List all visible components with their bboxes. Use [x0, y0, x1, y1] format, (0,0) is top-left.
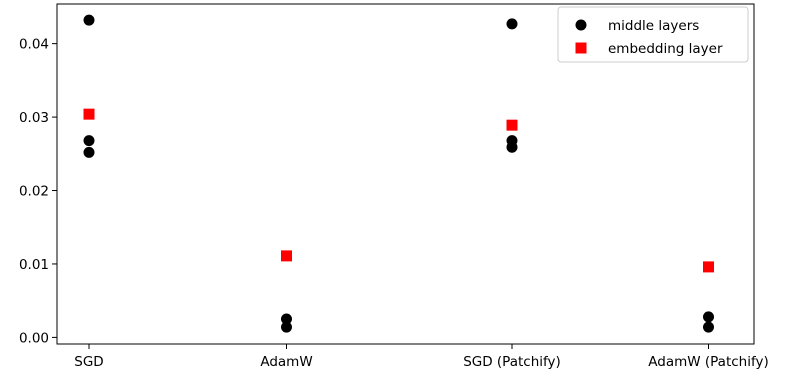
point-embedding-layer [703, 261, 714, 273]
point-middle-layers [83, 14, 95, 26]
point-middle-layers [281, 313, 292, 325]
x-tick-label: SGD [74, 354, 103, 370]
point-middle-layers [83, 135, 95, 147]
point-middle-layers [506, 141, 518, 153]
y-tick-label: 0.03 [19, 110, 49, 126]
x-tick-label: AdamW (Patchify) [648, 354, 769, 370]
plot-frame [56, 3, 755, 345]
y-tick-label: 0.01 [19, 257, 49, 273]
y-tick-label: 0.02 [19, 184, 49, 200]
point-middle-layers [281, 321, 292, 333]
legend-marker-embedding-layer [575, 42, 587, 54]
legend: middle layers embedding layer [557, 6, 749, 63]
legend-label-middle-layers: middle layers [608, 18, 699, 34]
point-middle-layers [83, 146, 95, 158]
x-tick-label: AdamW [260, 354, 312, 370]
point-embedding-layer [83, 108, 95, 120]
point-middle-layers [506, 18, 518, 30]
point-embedding-layer [506, 119, 518, 131]
x-axis-ticks: SGD AdamW SGD (Patchify) AdamW (Patchify) [74, 344, 769, 370]
data-points [83, 14, 714, 333]
y-axis-ticks: 0.00 0.01 0.02 0.03 0.04 [19, 37, 57, 346]
legend-marker-middle-layers [575, 19, 587, 31]
y-tick-label: 0.04 [19, 37, 49, 53]
legend-box [557, 6, 749, 63]
point-embedding-layer [281, 250, 292, 262]
point-middle-layers [703, 321, 714, 333]
point-middle-layers [703, 311, 714, 323]
y-tick-label: 0.00 [19, 330, 49, 346]
x-tick-label: SGD (Patchify) [463, 354, 561, 370]
legend-label-embedding-layer: embedding layer [608, 41, 723, 57]
